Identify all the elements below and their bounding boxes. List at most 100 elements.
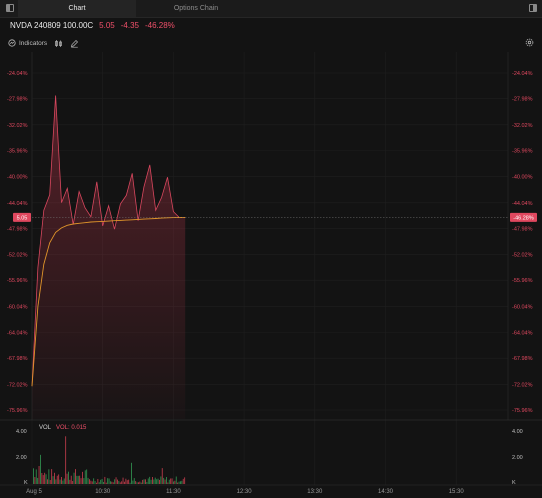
current-price-tag-right bbox=[510, 212, 537, 222]
y-tick-label-right: -32.02% bbox=[512, 123, 533, 129]
volume-bar bbox=[76, 475, 78, 484]
y-tick-label-left: -55.96% bbox=[7, 278, 28, 284]
y-tick-label-left: -40.00% bbox=[7, 175, 28, 181]
toggle-right-panel-icon[interactable] bbox=[529, 4, 537, 12]
volume-bar bbox=[115, 477, 117, 484]
settings-icon[interactable] bbox=[525, 38, 534, 47]
y-tick-label-right: -27.98% bbox=[512, 97, 533, 103]
volume-bar bbox=[45, 474, 47, 484]
volume-bar bbox=[37, 477, 39, 484]
tab-options-chain[interactable]: Options Chain bbox=[173, 5, 219, 12]
volume-bar bbox=[94, 481, 96, 484]
toggle-left-panel-icon[interactable] bbox=[6, 4, 14, 12]
volume-bar bbox=[145, 479, 146, 484]
y-tick-label-right: -47.98% bbox=[512, 226, 533, 232]
y-tick-label-right: -64.04% bbox=[512, 331, 533, 337]
volume-bar bbox=[103, 481, 104, 484]
volume-bar bbox=[142, 479, 144, 484]
volume-bar bbox=[105, 482, 107, 484]
volume-bar bbox=[73, 472, 75, 484]
y-tick-label-left: -67.98% bbox=[7, 356, 28, 362]
volume-bar bbox=[55, 479, 57, 484]
y-tick-label-right: -44.04% bbox=[512, 201, 533, 207]
volume-bar bbox=[54, 472, 55, 484]
last-price: 5.05 bbox=[99, 21, 115, 30]
volume-bar bbox=[154, 477, 156, 484]
contract-symbol: NVDA 240809 100.00C bbox=[10, 21, 94, 30]
y-tick-label-right: -75.96% bbox=[512, 408, 533, 414]
volume-bar bbox=[100, 479, 102, 484]
volume-bar bbox=[122, 477, 124, 484]
volume-bar bbox=[135, 481, 137, 484]
volume-bar bbox=[171, 478, 173, 484]
volume-bar bbox=[119, 482, 121, 484]
current-price-tag-left bbox=[13, 212, 31, 222]
volume-bar bbox=[72, 480, 74, 484]
volume-bar bbox=[146, 482, 148, 484]
y-tick-label-right: -24.04% bbox=[512, 71, 533, 77]
volume-bar bbox=[42, 475, 44, 484]
y-tick-label-left: -72.02% bbox=[7, 382, 28, 388]
volume-bar bbox=[101, 478, 103, 484]
volume-bar bbox=[139, 481, 141, 484]
volume-bar bbox=[86, 469, 88, 484]
volume-bar bbox=[34, 477, 36, 484]
indicators-icon bbox=[8, 39, 16, 47]
x-tick-label: 13:30 bbox=[307, 489, 323, 495]
volume-axis-label-left: 4.00 bbox=[16, 429, 27, 435]
volume-bar bbox=[138, 482, 139, 484]
y-tick-label-right: -55.96% bbox=[512, 278, 533, 284]
volume-bar bbox=[128, 479, 130, 484]
chart-style-icon[interactable] bbox=[54, 39, 63, 48]
y-tick-label-left: -64.04% bbox=[7, 331, 28, 337]
price-chart[interactable]: -24.04% -24.04% -27.98% -27.98% -32.02% -32.0… bbox=[0, 52, 542, 498]
volume-bar bbox=[79, 475, 81, 484]
volume-bar bbox=[63, 478, 65, 484]
volume-bar bbox=[110, 481, 111, 484]
volume-bar bbox=[124, 481, 125, 484]
y-tick-label-right: -60.04% bbox=[512, 305, 533, 311]
y-tick-label-left: -60.04% bbox=[7, 305, 28, 311]
volume-bar bbox=[117, 479, 118, 484]
volume-bar bbox=[70, 475, 72, 484]
volume-bar bbox=[182, 478, 184, 484]
x-tick-label: Aug 5 bbox=[26, 489, 42, 495]
volume-bar bbox=[52, 476, 54, 484]
volume-bar bbox=[69, 479, 71, 484]
x-tick-label: 11:30 bbox=[166, 489, 181, 495]
volume-value: VOL: 0.015 bbox=[56, 425, 87, 431]
volume-bar bbox=[35, 469, 37, 484]
volume-bar bbox=[68, 471, 69, 484]
volume-bar bbox=[159, 479, 160, 484]
draw-icon[interactable] bbox=[70, 39, 79, 48]
tab-chart[interactable]: Chart bbox=[18, 0, 136, 17]
indicators-button[interactable]: Indicators bbox=[8, 39, 47, 47]
y-tick-label-right: -35.96% bbox=[512, 148, 533, 154]
volume-bar bbox=[161, 468, 163, 484]
volume-bar bbox=[175, 476, 177, 484]
volume-bar bbox=[48, 469, 50, 484]
volume-bar bbox=[96, 482, 97, 484]
volume-legend: VOL VOL: 0.015 bbox=[39, 425, 86, 431]
y-tick-label-right: -40.00% bbox=[512, 175, 533, 181]
current-price-tag-left-text: 5.05 bbox=[17, 215, 28, 221]
volume-bar bbox=[98, 482, 100, 484]
chart-toolbar: Indicators bbox=[8, 37, 79, 49]
quote-header: NVDA 240809 100.00C 5.05 -4.35 -46.28% bbox=[10, 21, 175, 30]
price-change: -4.35 bbox=[120, 21, 139, 30]
volume-bar bbox=[129, 482, 131, 484]
volume-bar bbox=[143, 479, 145, 484]
y-tick-label-right: -67.98% bbox=[512, 356, 533, 362]
volume-bar bbox=[66, 473, 68, 484]
volume-axis-label-right: 4.00 bbox=[512, 429, 523, 435]
volume-bar bbox=[44, 472, 46, 484]
volume-bar bbox=[174, 480, 176, 484]
y-tick-label-left: -75.96% bbox=[7, 408, 28, 414]
current-price-tag-right-text: -46.28% bbox=[513, 215, 534, 221]
price-line bbox=[31, 95, 186, 387]
volume-bar bbox=[91, 481, 93, 484]
volume-bar bbox=[181, 480, 183, 484]
volume-bar bbox=[167, 482, 169, 484]
y-tick-label-left: -52.02% bbox=[7, 253, 28, 259]
volume-bar bbox=[180, 481, 181, 484]
